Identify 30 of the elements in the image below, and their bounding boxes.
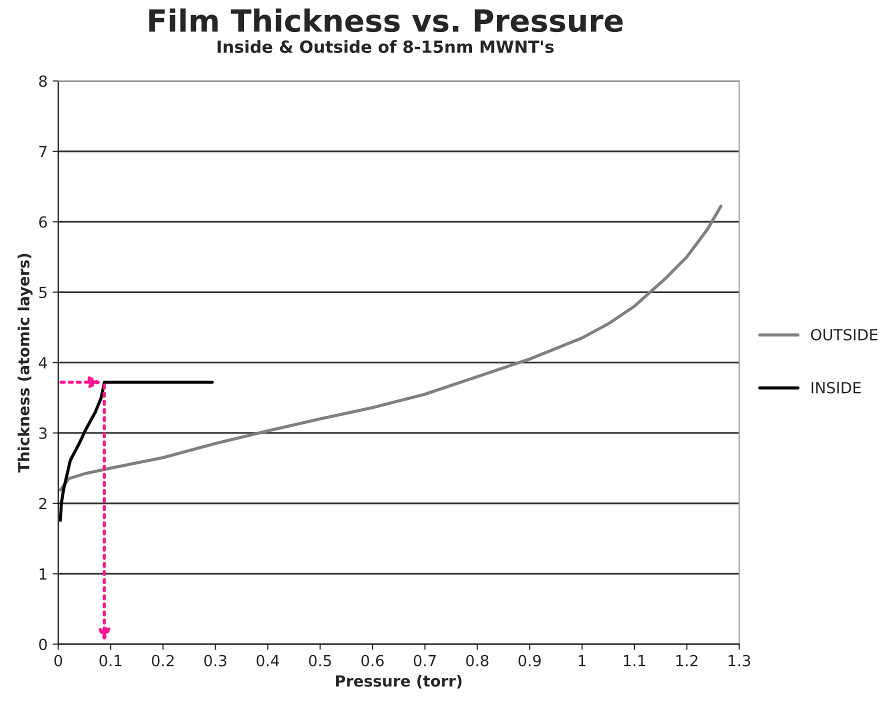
x-tick-label: 0.2: [152, 654, 174, 666]
x-tick-label: 0.4: [256, 654, 280, 666]
y-tick-label: 3: [39, 427, 47, 439]
legend-label: INSIDE: [812, 382, 861, 394]
y-tick-label: 5: [39, 286, 46, 298]
x-axis-title: Pressure (torr): [336, 674, 462, 689]
chart-subtitle: Inside & Outside of 8-15nm MWNT's: [218, 40, 554, 54]
x-tick-label: 0.8: [466, 654, 488, 666]
x-tick-label: 1.3: [728, 654, 750, 666]
x-tick-label: 0.3: [204, 654, 226, 666]
legend-label: OUTSIDE: [811, 328, 878, 341]
line-series: [58, 204, 722, 492]
y-tick-label: 8: [39, 75, 47, 87]
y-tick-label: 1: [40, 568, 46, 580]
x-tick-label: 1.2: [676, 654, 698, 666]
x-tick-label: 0.1: [99, 654, 122, 666]
y-axis-title: Thickness (atomic layers): [18, 254, 33, 473]
chart-title: Film Thickness vs. Pressure: [149, 8, 623, 32]
x-tick-label: 0.6: [361, 654, 384, 666]
x-tick-label: 1.1: [624, 655, 646, 666]
x-tick-label: 0.9: [518, 654, 541, 666]
y-tick-label: 0: [39, 638, 47, 650]
x-tick-label: 1: [578, 655, 586, 666]
y-tick-label: 6: [39, 216, 47, 228]
x-tick-label: 0: [54, 654, 62, 666]
y-tick-label: 4: [38, 357, 47, 368]
y-tick-label: 7: [39, 146, 47, 158]
x-tick-label: 0.7: [414, 654, 436, 666]
x-tick-label: 0.5: [309, 654, 331, 666]
y-tick-label: 2: [39, 498, 46, 510]
